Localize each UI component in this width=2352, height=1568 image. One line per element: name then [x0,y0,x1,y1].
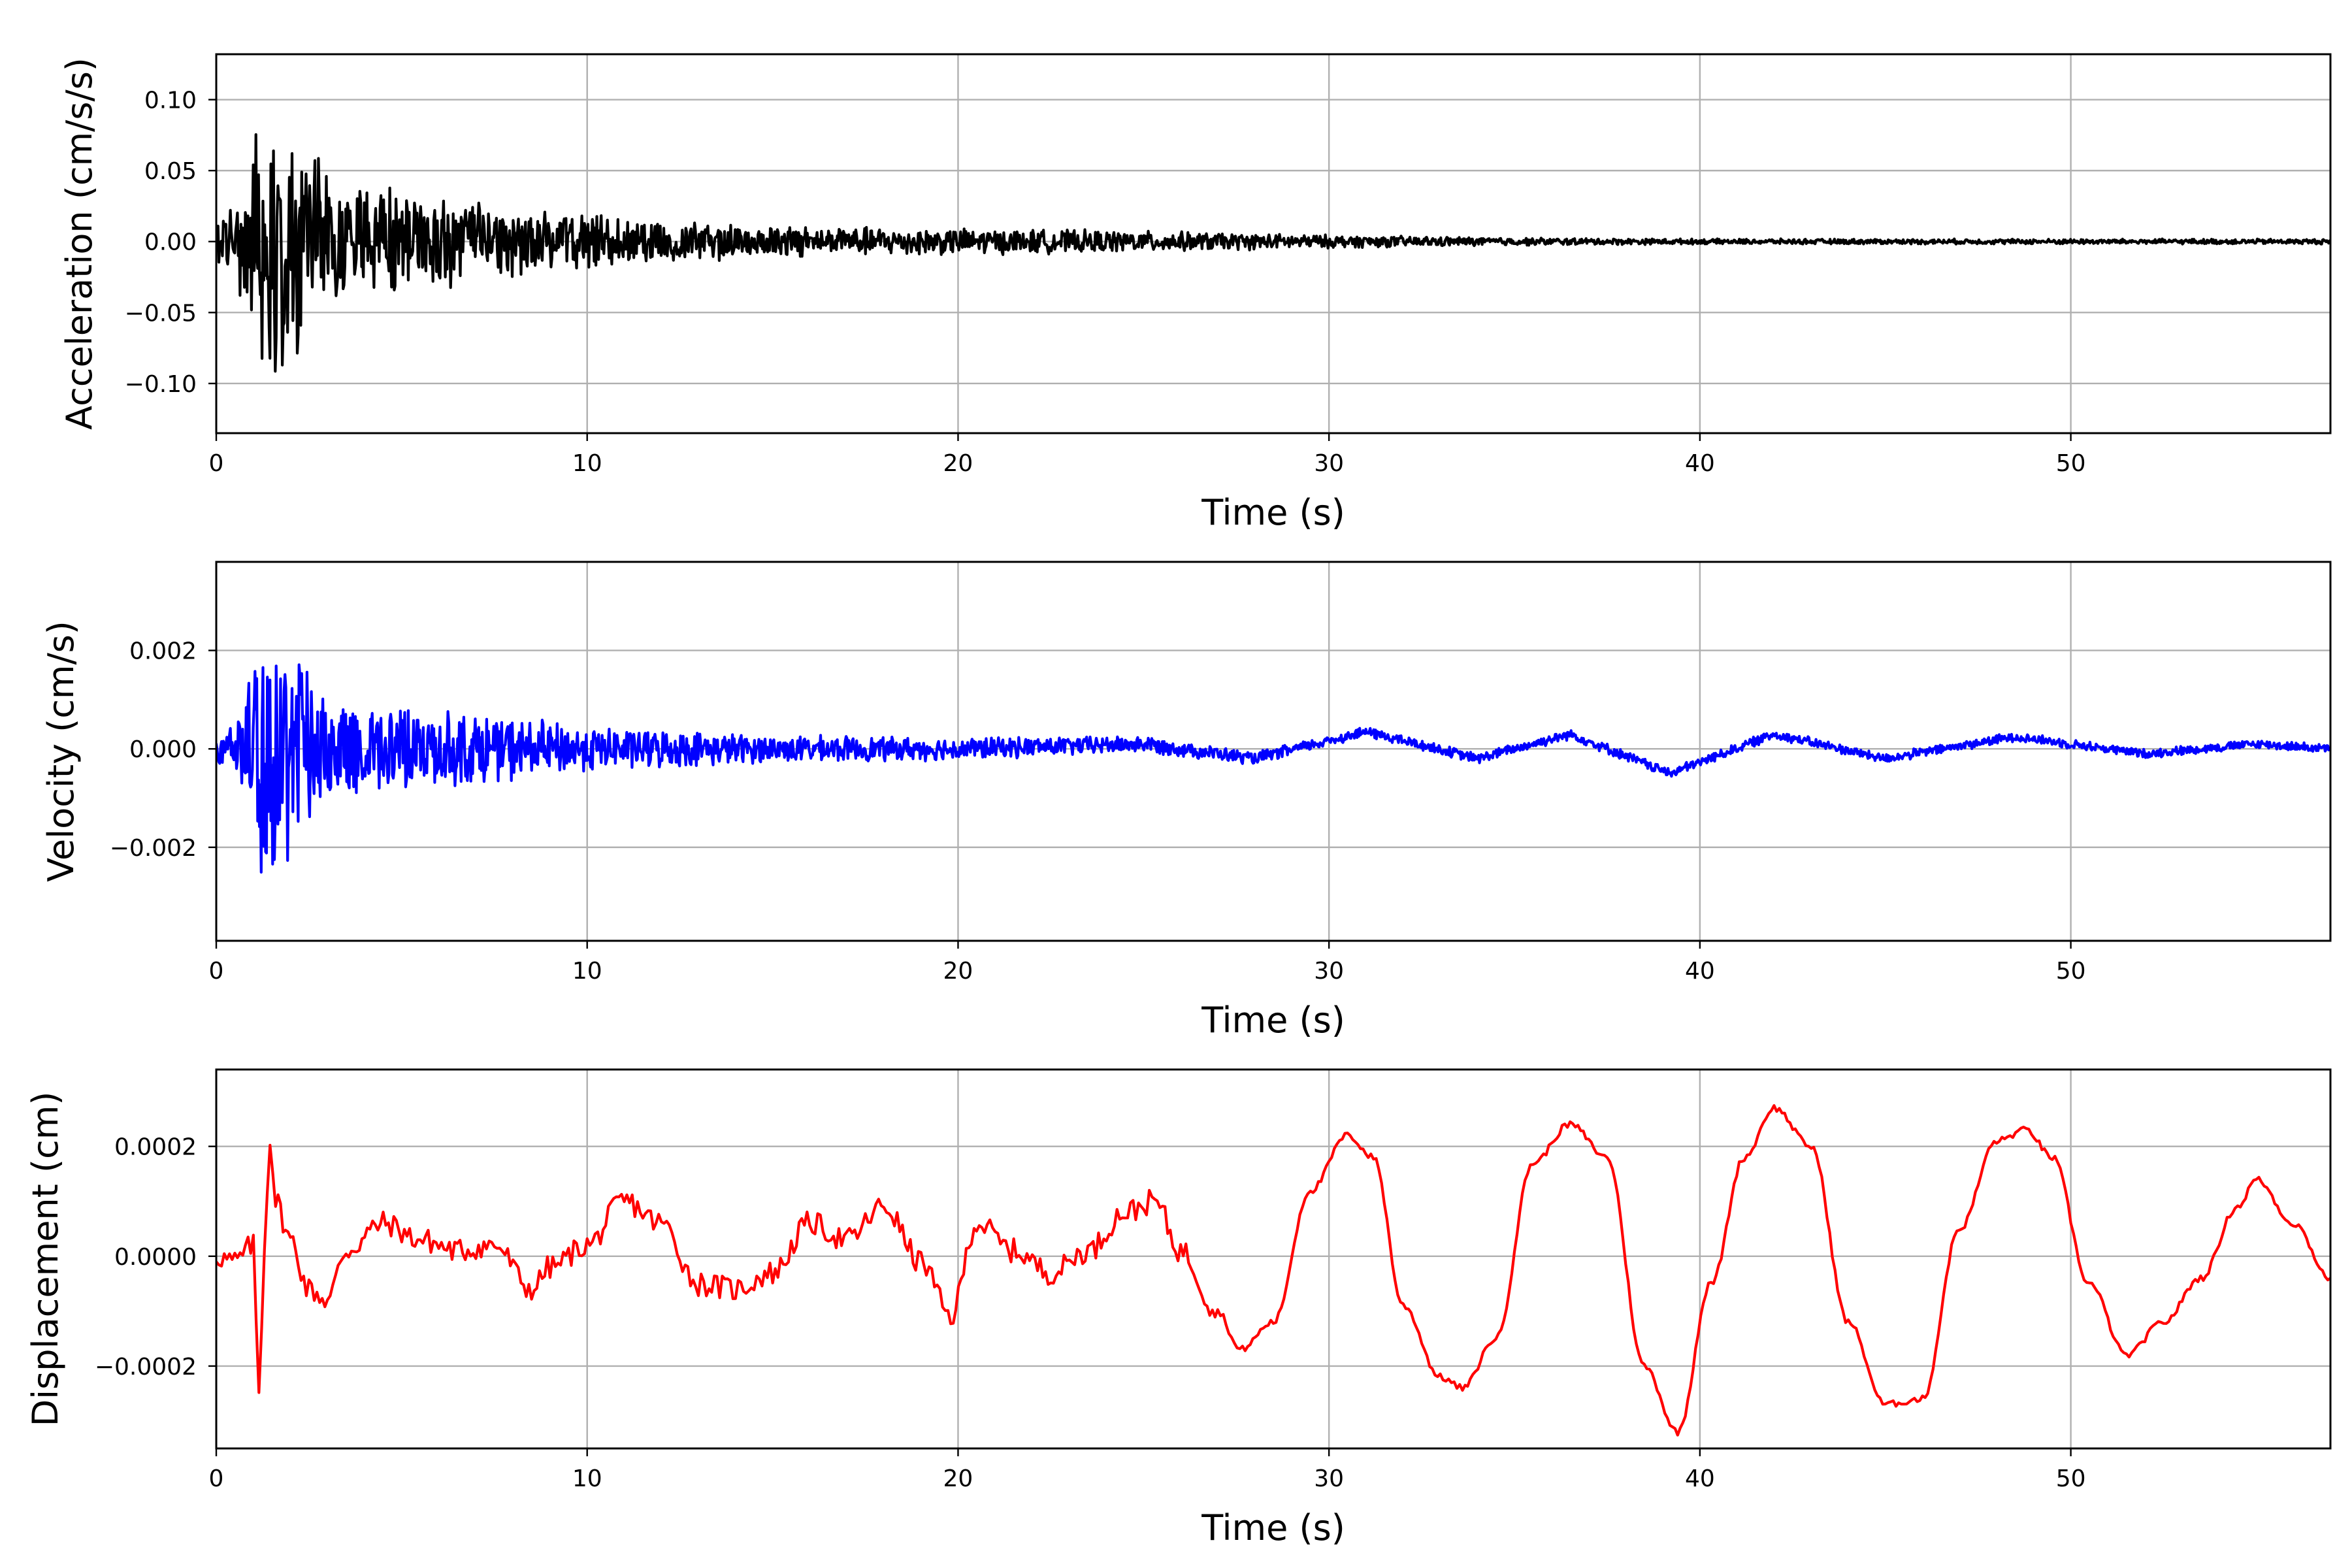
acceleration-y-tick-label: −0.05 [125,300,197,327]
acceleration-y-tick-label: −0.10 [125,371,197,398]
velocity-y-axis-label: Velocity (cm/s) [41,621,82,882]
acceleration-plot-frame [215,53,2332,434]
displacement-y-tick-label: 0.0002 [114,1134,197,1161]
velocity-series-line [216,663,2330,874]
acceleration-panel: −0.10 −0.05 0.00 0.05 0.10 0 10 20 30 40 50 Time … [59,53,2332,533]
displacement-panel: −0.0002 0.0000 0.0002 0 10 20 30 40 50 Time (s)… [25,1068,2332,1548]
displacement-x-tick-label: 10 [572,1465,602,1492]
displacement-y-axis-label: Displacement (cm) [25,1092,66,1427]
velocity-panel: −0.002 0.000 0.002 0 10 20 30 40 50 Time (s) Ve… [41,561,2332,1041]
displacement-y-tick-label: −0.0002 [95,1354,197,1380]
acceleration-x-tick-label: 50 [2056,450,2086,477]
acceleration-x-tick-label: 20 [943,450,973,477]
velocity-plot-frame [215,561,2332,942]
displacement-x-tick-label: 50 [2056,1465,2086,1492]
acceleration-x-tick-label: 0 [209,450,224,477]
displacement-x-tick-label: 20 [943,1465,973,1492]
displacement-x-tick-label: 30 [1314,1465,1344,1492]
velocity-x-tick-label: 0 [209,958,224,985]
acceleration-series-line [216,133,2330,373]
acceleration-y-tick-label: 0.00 [144,229,197,256]
velocity-x-axis-label: Time (s) [1201,1000,1345,1041]
acceleration-x-tick-label: 10 [572,450,602,477]
acceleration-x-tick-label: 40 [1685,450,1715,477]
velocity-y-tick-label: −0.002 [110,835,197,862]
displacement-y-tick-label: 0.0000 [114,1244,197,1271]
displacement-x-axis-label: Time (s) [1201,1507,1345,1548]
velocity-x-tick-label: 10 [572,958,602,985]
acceleration-y-tick-label: 0.10 [144,88,197,114]
velocity-x-tick-label: 20 [943,958,973,985]
displacement-x-tick-label: 40 [1685,1465,1715,1492]
acceleration-y-axis-label: Acceleration (cm/s/s) [59,57,100,430]
velocity-x-tick-label: 30 [1314,958,1344,985]
displacement-x-tick-label: 0 [209,1465,224,1492]
velocity-x-tick-label: 40 [1685,958,1715,985]
velocity-y-tick-label: 0.002 [129,638,197,665]
velocity-x-tick-label: 50 [2056,958,2086,985]
velocity-y-tick-label: 0.000 [129,736,197,763]
displacement-series-line [216,1104,2330,1437]
acceleration-y-tick-label: 0.05 [144,158,197,185]
displacement-plot-frame [215,1068,2332,1450]
acceleration-x-tick-label: 30 [1314,450,1344,477]
acceleration-x-axis-label: Time (s) [1201,492,1345,533]
